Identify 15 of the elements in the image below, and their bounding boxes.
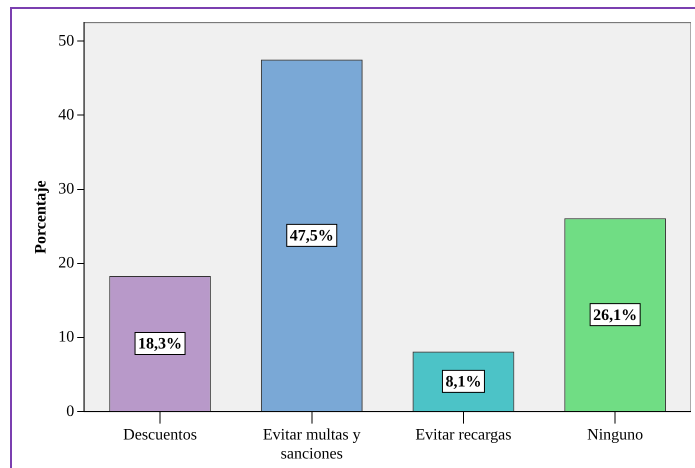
- x-tick-label: Evitar multas y sanciones: [262, 426, 361, 463]
- x-tick-label: Descuentos: [123, 426, 197, 444]
- y-tick-label: 30: [58, 180, 74, 198]
- y-tick-label: 0: [66, 402, 74, 420]
- x-tick-label: Ninguno: [587, 426, 644, 444]
- y-tick-label: 20: [58, 254, 74, 272]
- x-tick-label: Evitar recargas: [415, 426, 512, 444]
- y-tick-label: 40: [58, 106, 74, 124]
- y-tick-label: 10: [58, 328, 74, 346]
- y-tick-label: 50: [58, 32, 74, 50]
- data-label: 8,1%: [445, 373, 482, 390]
- y-axis-title: Porcentaje: [32, 180, 50, 254]
- data-label: 26,1%: [593, 306, 638, 324]
- data-label: 47,5%: [290, 228, 334, 245]
- data-label: 18,3%: [138, 336, 182, 353]
